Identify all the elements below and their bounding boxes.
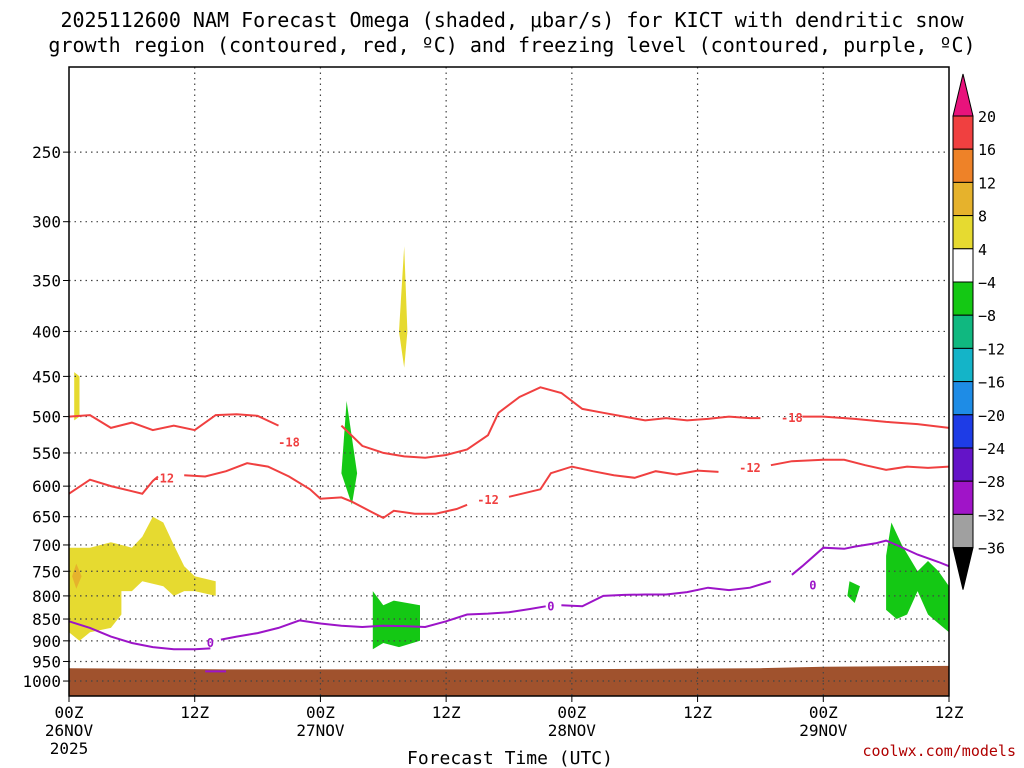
- contour-0-segment-1: [220, 605, 546, 641]
- contour--12-segment-2: [508, 465, 719, 498]
- contour-label--18-0: -18: [781, 411, 803, 425]
- contour--12-segment-0: [68, 475, 159, 495]
- x-tick-label-6-1: 29NOV: [799, 721, 848, 740]
- x-tick-label-6-0: 00Z: [809, 703, 838, 722]
- x-tick-label-1-0: 12Z: [180, 703, 209, 722]
- colorbar-label-1: 16: [978, 141, 996, 159]
- contour--12-segment-1: [184, 462, 468, 520]
- axes: 250 300 350 400 450 500 550 600 650 700 750 800 850 9…: [22, 66, 964, 758]
- contour-0-segment-0: [68, 620, 211, 651]
- colorbar-cell-4: [952, 215, 974, 250]
- colorbar-label-9: −20: [978, 407, 1005, 425]
- colorbar-label-3: 8: [978, 208, 987, 226]
- y-tick-label-1000: 1000: [22, 672, 61, 691]
- omega-shaded-region-7: [886, 522, 949, 633]
- colorbar-label-5: −4: [978, 274, 996, 292]
- colorbar-cell-6: [952, 281, 974, 316]
- colorbar-cell-10: [952, 414, 974, 449]
- colorbar-cell-13: [952, 513, 974, 549]
- contour-label-0-4: 0: [547, 599, 554, 613]
- y-tick-label-450: 450: [32, 367, 61, 386]
- omega-shaded-region-3: [72, 563, 82, 589]
- colorbar-label-10: −24: [978, 440, 1005, 458]
- contour-0-segment-3: [791, 539, 950, 576]
- y-tick-label-750: 750: [32, 562, 61, 581]
- y-tick-label-900: 900: [32, 632, 61, 651]
- colorbar-cell-7: [952, 314, 974, 349]
- colorbar-cell-5: [952, 248, 974, 283]
- omega-shaded-region-1: [74, 372, 80, 421]
- omega-shaded-region-5: [372, 591, 420, 650]
- x-tick-label-4-1: 28NOV: [548, 721, 597, 740]
- colorbar-cell-12: [952, 480, 974, 515]
- contour--18-segment-1: [340, 386, 761, 459]
- y-tick-label-950: 950: [32, 652, 61, 671]
- plot-area: -18 -12 0 -18 -12 -12 0 0: [68, 67, 950, 696]
- contour--18-segment-0: [68, 413, 279, 432]
- colorbar-label-0: 20: [978, 108, 996, 126]
- x-tick-label-5-0: 12Z: [683, 703, 712, 722]
- x-tick-label-0-1: 26NOV: [45, 721, 94, 740]
- chart-title-line-2: growth region (contoured, red, ºC) and f…: [48, 33, 975, 57]
- colorbar-label-6: −8: [978, 307, 996, 325]
- credit-link[interactable]: coolwx.com/models: [862, 742, 1016, 760]
- contour-label--18: -18: [278, 435, 300, 449]
- y-tick-label-550: 550: [32, 444, 61, 463]
- contour-0-segment-2: [561, 580, 772, 608]
- colorbar-cell-1: [952, 115, 974, 150]
- colorbar-top-triangle: [952, 73, 974, 117]
- colorbar-cell-8: [952, 347, 974, 383]
- contour-label-0: 0: [809, 578, 816, 592]
- omega-shaded-region-0: [69, 516, 216, 641]
- colorbar-label-8: −16: [978, 374, 1005, 392]
- y-tick-label-700: 700: [32, 536, 61, 555]
- colorbar-label-12: −32: [978, 506, 1005, 524]
- colorbar: 20 16 12 8 4 −4 −8 −12 −16 −20 −24 −28 −32 −36: [952, 73, 1005, 590]
- colorbar-label-2: 12: [978, 174, 996, 192]
- colorbar-cell-2: [952, 148, 974, 183]
- chart-title-line-1: 2025112600 NAM Forecast Omega (shaded, μ…: [60, 8, 964, 32]
- y-tick-label-800: 800: [32, 587, 61, 606]
- colorbar-label-13: −36: [978, 540, 1005, 558]
- contour--12-segment-3: [770, 458, 950, 471]
- y-tick-label-250: 250: [32, 143, 61, 162]
- contour-label--12-1: -12: [477, 493, 499, 507]
- x-tick-label-4-0: 00Z: [557, 703, 586, 722]
- y-tick-label-500: 500: [32, 408, 61, 427]
- y-tick-label-650: 650: [32, 508, 61, 527]
- colorbar-cell-9: [952, 381, 974, 416]
- colorbar-cell-3: [952, 181, 974, 217]
- omega-shaded-region-4: [341, 401, 358, 505]
- x-tick-label-0-0: 00Z: [55, 703, 84, 722]
- x-tick-label-2-1: 27NOV: [296, 721, 345, 740]
- y-tick-label-850: 850: [32, 610, 61, 629]
- x-tick-label-7-0: 12Z: [935, 703, 964, 722]
- plot-frame: [68, 66, 950, 697]
- y-tick-label-400: 400: [32, 322, 61, 341]
- colorbar-label-7: −12: [978, 340, 1005, 358]
- colorbar-bottom-triangle: [952, 547, 974, 590]
- colorbar-label-4: 4: [978, 241, 987, 259]
- y-tick-label-350: 350: [32, 272, 61, 291]
- contour-label-0-3: 0: [207, 636, 214, 650]
- x-axis-title: Forecast Time (UTC): [407, 748, 613, 768]
- x-tick-label-2-0: 00Z: [306, 703, 335, 722]
- omega-shaded-region-2: [399, 246, 408, 368]
- colorbar-label-11: −28: [978, 473, 1005, 491]
- x-tick-label-0-2: 2025: [50, 739, 89, 758]
- contour-label--12-2: -12: [739, 461, 761, 475]
- contour-label--12: -12: [152, 471, 174, 485]
- omega-shaded-region-6: [847, 581, 860, 603]
- y-tick-label-600: 600: [32, 477, 61, 496]
- colorbar-cell-11: [952, 447, 974, 482]
- x-tick-label-3-0: 12Z: [432, 703, 461, 722]
- y-tick-label-300: 300: [32, 213, 61, 232]
- contour--18-segment-2: [802, 415, 950, 429]
